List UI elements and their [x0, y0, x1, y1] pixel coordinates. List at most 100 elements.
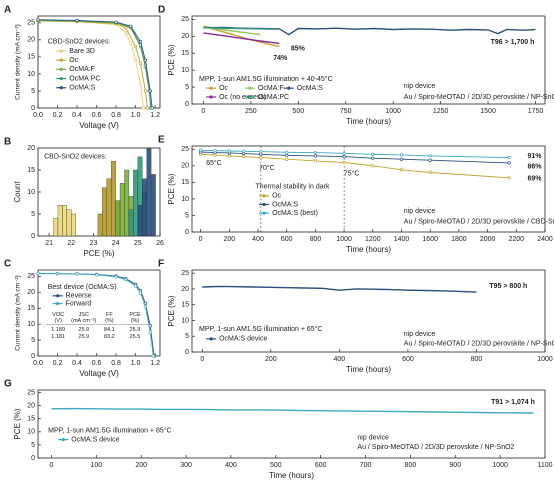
legend-marker [248, 86, 252, 90]
legend-marker [209, 337, 213, 341]
x-tick-label: 800 [310, 236, 322, 243]
plot-frame [37, 389, 546, 459]
series-marker [141, 106, 146, 110]
y-axis-label: Current density (mA cm⁻²) [15, 275, 22, 351]
series-marker [342, 160, 346, 165]
annotation: Au / Spiro-MeOTAD / 2D/3D perovskite / N… [357, 444, 514, 451]
table-unit: (%) [131, 318, 140, 324]
x-tick-label: 1.2 [150, 360, 160, 367]
series-marker [138, 82, 143, 86]
x-tick-label: 1200 [365, 236, 381, 243]
x-tick-label: 1500 [480, 108, 496, 115]
hist-bar [53, 218, 59, 237]
plot-frame [191, 145, 546, 233]
x-tick-label: 600 [315, 462, 327, 469]
annotation: T91 > 1,074 h [491, 399, 535, 406]
y-tick-label: 15 [181, 50, 189, 57]
x-tick-label: 0 [201, 108, 205, 115]
y-tick-label: 0 [31, 105, 35, 112]
legend-marker [209, 86, 213, 90]
y-axis-label: PCE (%) [167, 295, 176, 326]
x-tick-label: 0.0 [33, 112, 43, 119]
legend-marker [262, 202, 266, 207]
y-tick-label: 25 [27, 273, 35, 280]
series-marker [114, 275, 118, 279]
series-marker [285, 153, 289, 157]
hist-bar [146, 147, 152, 237]
panel-letter: D [158, 5, 165, 16]
series-marker [399, 157, 404, 161]
series-marker [129, 24, 133, 28]
panel-letter: G [4, 379, 12, 390]
annotation: MPP, 1-sun AM1.5G illumination + 40-45°C [199, 75, 333, 83]
annotation: Thermal stability in dark [256, 183, 330, 190]
x-tick-label: 0 [199, 236, 203, 243]
y-tick-label: 25 [181, 16, 189, 23]
series-marker [75, 272, 79, 276]
series-marker [242, 154, 246, 159]
legend-label: OcMA:S device [219, 336, 267, 343]
table-cell: 25.9 [78, 327, 89, 333]
y-tick-label: 15 [27, 416, 35, 423]
legend-marker [59, 86, 63, 90]
x-tick-label: 800 [471, 356, 483, 363]
table-cell: 84.1 [104, 327, 115, 333]
y-tick-label: 0 [185, 101, 189, 108]
legend-marker [59, 49, 63, 53]
hist-bar [137, 204, 143, 237]
panel-letter: B [4, 137, 11, 148]
y-tick-label: 15 [27, 305, 35, 312]
hist-bar [71, 213, 76, 237]
series-marker [213, 148, 217, 153]
annotation: Au / Spiro-MeOTAD / 2D/3D perovskite / N… [404, 94, 554, 101]
annotation: T95 > 800 h [489, 283, 527, 290]
y-tick-label: 10 [181, 317, 189, 324]
x-tick-label: 1000 [537, 356, 553, 363]
y-axis-label: PCE (%) [13, 408, 22, 439]
y-tick-label: 10 [27, 71, 35, 78]
hist-bar [66, 209, 72, 237]
series-marker [342, 154, 346, 159]
series-marker [428, 158, 432, 162]
legend-label: OcMA:S (best) [272, 210, 318, 217]
hist-bar [106, 178, 112, 237]
annotation: nip device [404, 331, 436, 338]
table-cell: 1.181 [51, 334, 65, 340]
annotation: Au / Spiro-MeOTAD / 2D/3D perovskite / C… [404, 219, 554, 226]
series-marker [507, 155, 511, 160]
y-axis-label: Count [13, 181, 22, 203]
series-marker [143, 58, 148, 62]
annotation: 75°C [344, 169, 360, 177]
annotation: 91% [527, 153, 542, 160]
series-marker [150, 106, 154, 110]
panel-letter: A [4, 5, 11, 16]
table-unit: (V) [54, 318, 62, 324]
x-tick-label: 1250 [433, 108, 449, 115]
series-marker [285, 157, 289, 161]
y-tick-label: 15 [181, 302, 189, 309]
y-tick-label: 5 [31, 88, 35, 95]
series-marker [285, 150, 289, 154]
legend-label: Oc [69, 57, 78, 64]
table-header: FF [106, 312, 113, 318]
table-unit: (mA cm⁻²) [71, 318, 96, 324]
table-header: PCE [129, 312, 141, 318]
plot-frame [191, 15, 546, 105]
series-line [200, 151, 510, 164]
x-tick-label: 100 [90, 462, 102, 469]
series-marker [371, 156, 375, 160]
x-tick-label: 600 [281, 236, 293, 243]
x-axis-label: Voltage (V) [79, 369, 119, 378]
x-tick-label: 1.0 [131, 112, 141, 119]
annotation: T96 > 1,700 h [491, 39, 535, 46]
plot-frame [37, 15, 161, 109]
legend-marker [59, 58, 63, 62]
y-tick-label: 20 [27, 403, 35, 410]
hist-bar [128, 209, 134, 237]
legend-marker [248, 95, 252, 99]
y-tick-label: 5 [185, 84, 189, 91]
series-marker [227, 149, 231, 153]
x-tick-label: 500 [270, 462, 282, 469]
table-cell: 25.9 [130, 327, 141, 333]
